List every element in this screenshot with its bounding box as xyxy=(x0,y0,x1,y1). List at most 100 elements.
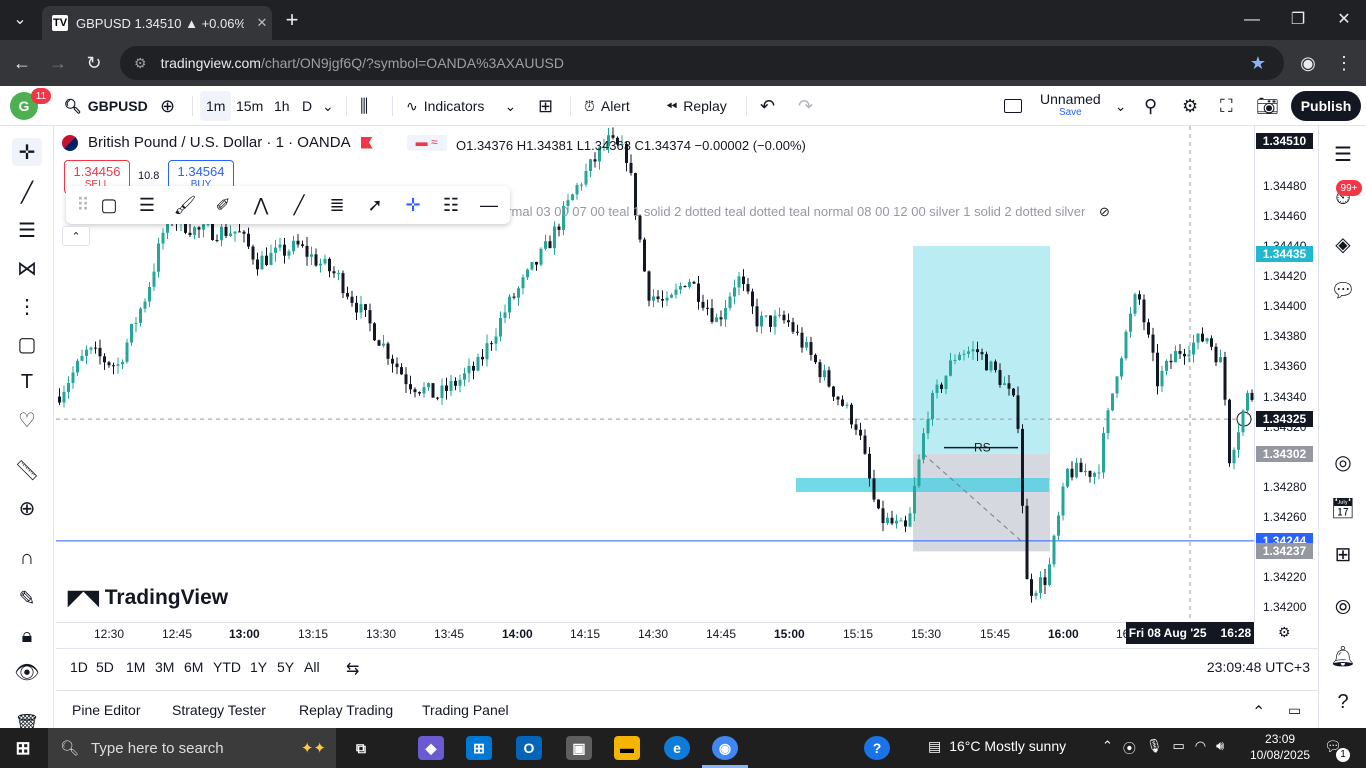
outlook-app-icon[interactable]: O xyxy=(516,736,542,760)
price-scale[interactable]: 1.344801.344601.344401.344201.344001.343… xyxy=(1254,126,1316,622)
range-1y[interactable]: 1Y xyxy=(250,659,268,675)
utc-clock[interactable]: 23:09:48 UTC+3 xyxy=(1206,659,1310,675)
browser-tab[interactable]: TV GBPUSD 1.34510 ▲ +0.06% Un ✕ xyxy=(42,6,272,40)
range-3m[interactable]: 3M xyxy=(155,659,175,675)
lock-icon[interactable]: 🔒︎ xyxy=(21,624,33,647)
maximize-icon[interactable]: ❐ xyxy=(1290,11,1306,28)
ruler-icon[interactable]: 📏︎ xyxy=(14,459,40,482)
magnet-icon[interactable]: ∩ xyxy=(19,546,35,569)
undo-icon[interactable]: ↶ xyxy=(760,95,776,116)
bookmark-star-icon[interactable]: ★ xyxy=(1249,53,1267,73)
shapes-icon[interactable]: ▢ xyxy=(17,333,37,356)
camera-icon[interactable]: ⦿ xyxy=(1122,741,1136,756)
reload-icon[interactable]: ↻ xyxy=(86,53,102,73)
tab-replay-trading[interactable]: Replay Trading xyxy=(299,702,394,718)
rectangle-icon[interactable]: ▢ xyxy=(100,194,118,215)
target-icon[interactable]: ◎ xyxy=(1334,451,1352,474)
task-view-icon[interactable]: ⧉ xyxy=(356,739,366,756)
help-app-icon[interactable]: ? xyxy=(864,736,890,760)
quick-search-icon[interactable]: ⚲ xyxy=(1144,95,1158,116)
file-explorer-icon[interactable]: ▬ xyxy=(614,736,640,760)
range-5d[interactable]: 5D xyxy=(96,659,114,675)
weather-widget[interactable]: ▤ 16°C Mostly sunny xyxy=(928,738,1067,754)
heart-icon[interactable]: ♡ xyxy=(18,409,36,432)
drawing-mode-icon[interactable]: ✎ xyxy=(18,587,36,610)
help-question-icon[interactable]: ? xyxy=(1337,690,1349,713)
candlestick-chart[interactable]: RS xyxy=(56,126,1254,622)
rs-label[interactable]: RS xyxy=(974,441,991,455)
system-tray[interactable]: ⌃ ⦿ 🎙︎ ▭ ◠ 🔊︎ xyxy=(1102,738,1224,757)
alert-button[interactable]: ⏰︎ Alert xyxy=(584,86,630,126)
crosshair-icon[interactable]: ✛ xyxy=(12,138,42,166)
stop-loss-zone[interactable] xyxy=(913,453,1050,552)
publish-button[interactable]: Publish xyxy=(1291,91,1361,121)
fullscreen-icon[interactable]: ⛶ xyxy=(1220,95,1233,116)
redo-icon[interactable]: ↷ xyxy=(798,95,814,116)
taskbar-clock[interactable]: 23:09 10/08/2025 xyxy=(1250,732,1311,762)
calendar-icon[interactable]: 📅︎ xyxy=(1330,497,1356,520)
copilot-app-icon[interactable]: ◆ xyxy=(418,736,444,760)
site-info-icon[interactable]: ⚙ xyxy=(134,54,147,71)
text-icon[interactable]: T xyxy=(20,370,34,393)
replay-button[interactable]: ⏪︎ Replay xyxy=(666,86,727,126)
microphone-icon[interactable]: 🎙︎ xyxy=(1145,738,1163,753)
taskbar-search[interactable]: 🔍︎ Type here to search ✦✦ xyxy=(48,728,336,768)
cursor-arrow-icon[interactable]: ➚ xyxy=(367,194,383,215)
pattern-icon[interactable]: ⋈ xyxy=(17,257,37,280)
windows-start-icon[interactable]: ⊞ xyxy=(15,737,31,758)
trend-line-icon[interactable]: ╱ xyxy=(20,181,34,204)
layers-icon[interactable]: ◈ xyxy=(1335,233,1351,256)
new-tab-plus-icon[interactable]: + xyxy=(285,7,299,32)
go-to-date-icon[interactable]: ⇆ xyxy=(346,661,360,678)
notification-bell-icon[interactable]: 🔔︎ xyxy=(1330,645,1356,668)
forecast-icon[interactable]: ⋮ xyxy=(17,295,37,318)
fib-retracement-icon[interactable]: ☰ xyxy=(18,219,36,242)
edge-browser-icon[interactable]: e xyxy=(664,736,690,760)
fib-icon[interactable]: ☷ xyxy=(442,194,460,215)
flag-icon[interactable] xyxy=(360,136,373,149)
tab-trading-panel[interactable]: Trading Panel xyxy=(422,702,509,718)
expand-panel-chevron-up-icon[interactable]: ⌃ xyxy=(1252,704,1266,721)
position-trend-dashed-line[interactable] xyxy=(922,453,1022,542)
close-window-icon[interactable]: ✕ xyxy=(1337,11,1351,28)
highlighter-icon[interactable]: ✐ xyxy=(215,194,231,215)
lines-icon[interactable]: ☰ xyxy=(138,194,156,215)
range-ytd[interactable]: YTD xyxy=(213,659,241,675)
scale-settings-gear-icon[interactable]: ⚙ xyxy=(1278,624,1291,640)
collapse-legend-icon[interactable]: ⌃ xyxy=(62,226,90,246)
path-icon[interactable]: ⋀ xyxy=(253,194,269,215)
battery-icon[interactable]: ▭ xyxy=(1172,738,1185,753)
tab-strategy-tester[interactable]: Strategy Tester xyxy=(172,702,266,718)
camera-snapshot-icon[interactable]: 📷︎ xyxy=(1256,95,1279,116)
parallel-channel-icon[interactable]: ≣ xyxy=(329,194,345,215)
layouts-grid-icon[interactable]: ⊞ xyxy=(538,95,554,116)
apps-grid-icon[interactable]: ⊞ xyxy=(1334,543,1352,566)
indicators-button[interactable]: ∿ Indicators ⌄ xyxy=(406,86,516,126)
watchlist-icon[interactable]: ☰ xyxy=(1334,143,1352,166)
time-scale[interactable]: 12:30 12:45 13:00 13:15 13:30 13:45 14:00 14:15… xyxy=(56,622,1254,646)
range-6m[interactable]: 6M xyxy=(184,659,204,675)
compare-plus-icon[interactable]: ⊕ xyxy=(160,95,176,116)
show-hidden-icons-chevron-icon[interactable]: ⌃ xyxy=(1102,738,1113,753)
range-1d[interactable]: 1D xyxy=(70,659,88,675)
interval-d[interactable]: D xyxy=(302,98,313,114)
settings-gear-icon[interactable]: ⚙ xyxy=(1182,95,1199,116)
store-app-icon[interactable]: ⊞ xyxy=(466,736,492,760)
wifi-icon[interactable]: ◠ xyxy=(1194,738,1207,753)
candles-chart-type-icon[interactable]: ⫼ xyxy=(360,95,369,116)
tab-pine-editor[interactable]: Pine Editor xyxy=(72,702,141,718)
volume-icon[interactable]: 🔊︎ xyxy=(1216,738,1225,753)
crosshair-dashed-icon[interactable]: ✛ xyxy=(405,194,421,215)
drag-handle-icon[interactable]: ⠿ xyxy=(76,194,90,215)
broadcast-icon[interactable]: ⦾ xyxy=(1335,596,1351,619)
symbol-title[interactable]: British Pound / U.S. Dollar · 1 · OANDA xyxy=(88,134,351,151)
chat-icon[interactable]: 💬︎ xyxy=(1330,279,1356,302)
url-omnibox[interactable]: ⚙ tradingview.com/chart/ON9jgf6Q/?symbol… xyxy=(120,46,1284,80)
chrome-browser-icon[interactable]: ◉ xyxy=(712,736,738,760)
tab-close-icon[interactable]: ✕ xyxy=(256,15,268,30)
range-1m[interactable]: 1M xyxy=(126,659,146,675)
profile-icon[interactable]: ◉ xyxy=(1300,53,1316,73)
brush-icon[interactable]: 🖌︎ xyxy=(173,194,197,215)
hide-eye-icon[interactable]: ⊘ xyxy=(1099,204,1110,219)
interval-1h[interactable]: 1h xyxy=(274,98,290,114)
